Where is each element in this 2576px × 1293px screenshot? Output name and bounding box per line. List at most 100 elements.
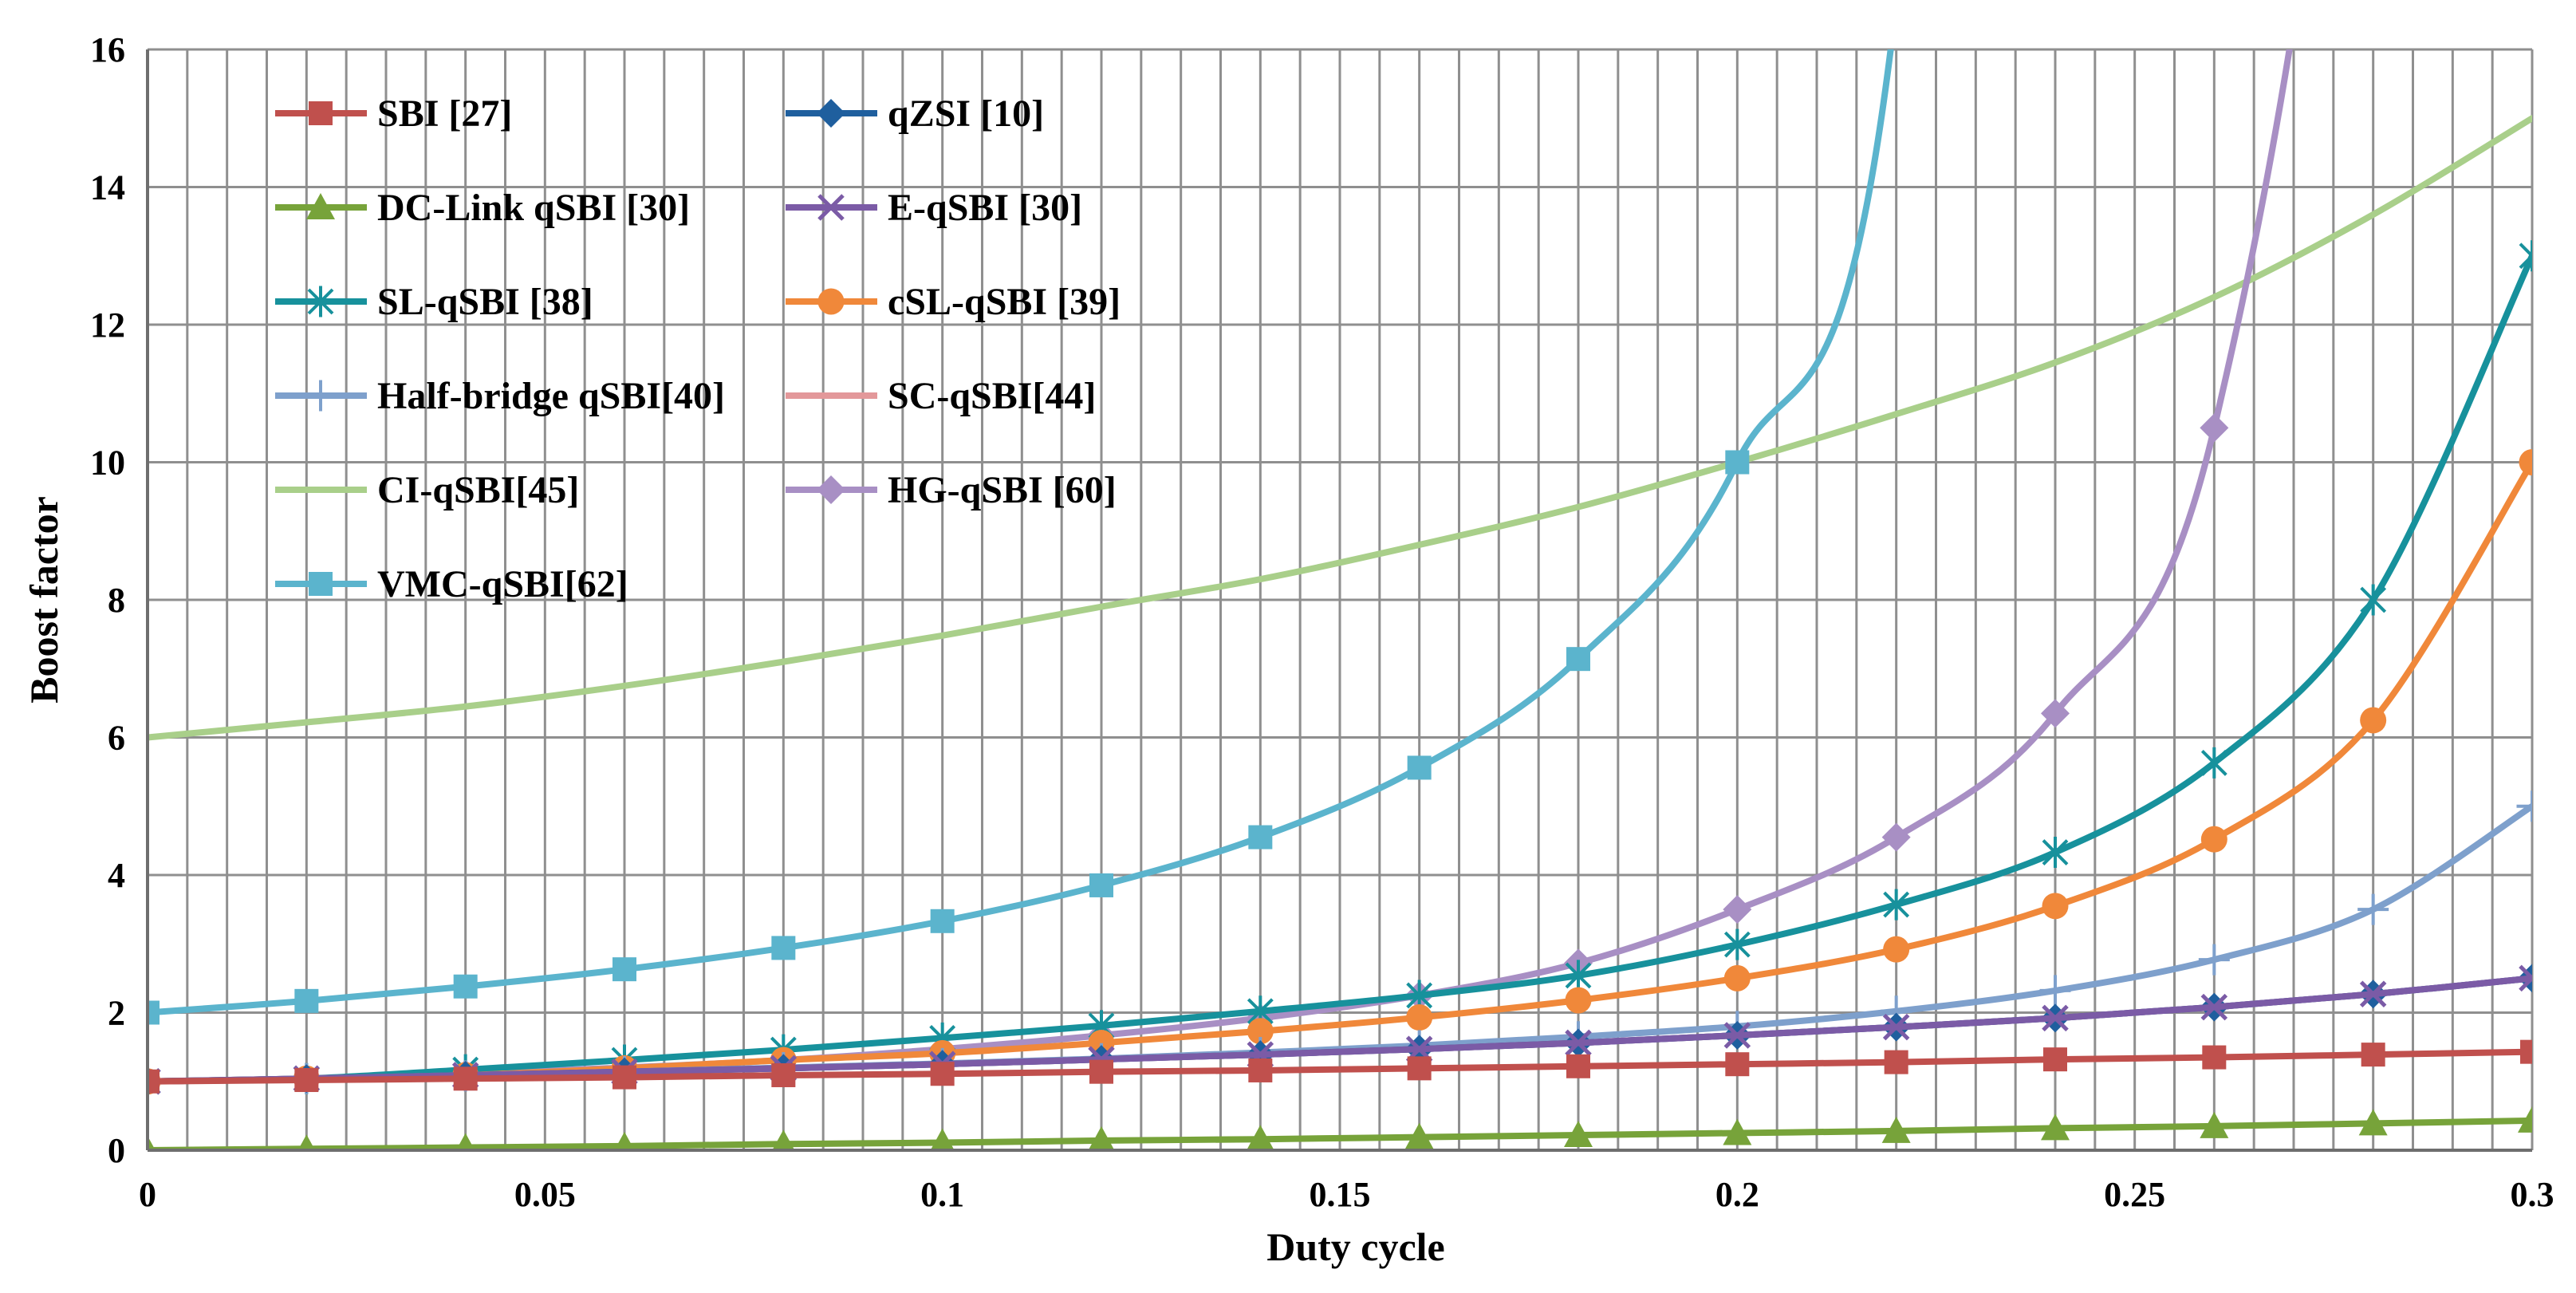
data-point xyxy=(1723,895,1752,924)
y-tick-label: 16 xyxy=(90,30,125,69)
data-point xyxy=(1723,1118,1752,1145)
data-point xyxy=(2042,1004,2069,1032)
series-ci-qsbi-45 xyxy=(148,115,2532,741)
legend-label: SBI [27] xyxy=(377,93,512,135)
y-axis-title: Boost factor xyxy=(22,496,66,704)
y-tick-label: 10 xyxy=(90,443,125,483)
x-tick-label: 0.25 xyxy=(2104,1175,2165,1214)
y-tick-label: 2 xyxy=(108,994,125,1033)
data-point xyxy=(2360,584,2387,616)
data-point xyxy=(771,1062,796,1087)
data-point xyxy=(2516,790,2532,822)
data-point xyxy=(2361,1043,2385,1067)
data-point xyxy=(1089,1059,1113,1084)
x-tick-label: 0 xyxy=(139,1175,156,1214)
data-point xyxy=(1565,987,1592,1014)
data-point xyxy=(1566,1054,1590,1078)
data-point xyxy=(1089,873,1113,897)
legend-label: DC-Link qSBI [30] xyxy=(377,187,690,229)
data-point xyxy=(1723,964,1751,991)
data-point xyxy=(612,1065,636,1090)
y-tick-label: 12 xyxy=(90,306,125,345)
data-point xyxy=(294,1068,319,1093)
series-line xyxy=(148,49,1894,1016)
data-point xyxy=(2519,449,2532,475)
x-tick-label: 0.2 xyxy=(1715,1175,1759,1214)
legend-label: Half-bridge qSBI[40] xyxy=(377,375,725,417)
legend-swatch-marker xyxy=(305,380,337,412)
data-point xyxy=(2042,837,2069,869)
y-tick-label: 14 xyxy=(90,168,125,207)
legend-entry-vmc-qsbi-62: VMC-qSBI[62] xyxy=(275,563,628,605)
legend-label: SL-qSBI [38] xyxy=(377,281,593,323)
data-point xyxy=(2518,1106,2532,1133)
data-point xyxy=(2200,826,2227,853)
legend-entry-qzsi-10: qZSI [10] xyxy=(786,93,1044,135)
legend-label: qZSI [10] xyxy=(888,93,1044,135)
legend-label: E-qSBI [30] xyxy=(888,187,1082,229)
legend-entry-ci-qsbi-45: CI-qSBI[45] xyxy=(275,469,579,511)
series-sbi-27 xyxy=(148,1039,2532,1094)
data-point xyxy=(1088,1029,1115,1056)
legend-label: HG-qSBI [60] xyxy=(888,469,1117,511)
data-point xyxy=(1881,822,1911,852)
data-point xyxy=(2041,1114,2070,1141)
series-line xyxy=(148,1117,2532,1150)
series-dc-link-qsbi-30 xyxy=(148,1106,2532,1150)
legend-entry-hg-qsbi-60: HG-qSBI [60] xyxy=(786,469,1117,511)
legend-label: cSL-qSBI [39] xyxy=(888,281,1121,323)
data-point xyxy=(2200,413,2229,443)
data-point xyxy=(453,974,478,999)
data-point xyxy=(612,957,636,982)
data-point xyxy=(1725,1052,1750,1077)
axes xyxy=(146,49,2532,1152)
data-point xyxy=(1248,1058,1273,1082)
data-point xyxy=(1882,1013,1910,1041)
data-point xyxy=(1247,1018,1274,1045)
data-point xyxy=(1723,928,1751,960)
data-point xyxy=(1404,1122,1434,1149)
y-tick-label: 8 xyxy=(108,581,125,620)
x-tick-label: 0.3 xyxy=(2511,1175,2554,1214)
data-point xyxy=(1246,1125,1274,1150)
legend-label: SC-qSBI[44] xyxy=(888,375,1096,417)
y-tick-label: 6 xyxy=(108,719,125,758)
data-point xyxy=(294,988,319,1013)
data-point xyxy=(2519,240,2532,272)
data-point xyxy=(2520,1039,2532,1064)
data-point xyxy=(1407,755,1432,780)
data-point xyxy=(1406,1004,1433,1031)
plot-series xyxy=(148,49,2532,1150)
legend-entry-half-bridge-qsbi-40: Half-bridge qSBI[40] xyxy=(275,375,725,417)
data-point xyxy=(297,1134,316,1150)
series-hg-qsbi-60 xyxy=(148,49,2293,1096)
data-point xyxy=(2041,699,2070,728)
data-point xyxy=(148,1000,160,1025)
data-point xyxy=(930,909,955,933)
legend-swatch-marker xyxy=(307,286,334,317)
data-point xyxy=(1407,1056,1432,1081)
x-tick-label: 0.1 xyxy=(920,1175,964,1214)
legend-swatch-marker xyxy=(309,101,333,125)
data-point xyxy=(1565,960,1592,991)
data-point xyxy=(1725,450,1750,475)
data-point xyxy=(1088,1125,1115,1150)
data-point xyxy=(2202,1045,2227,1070)
data-point xyxy=(2200,993,2228,1021)
y-tick-label: 0 xyxy=(108,1131,125,1170)
data-point xyxy=(1566,647,1590,672)
data-point xyxy=(1881,1116,1911,1143)
series-line xyxy=(148,975,2532,1085)
legend-swatch-marker xyxy=(817,99,845,128)
data-point xyxy=(772,1129,795,1150)
legend-swatch-marker xyxy=(817,288,845,315)
data-point xyxy=(2039,975,2071,1007)
series-line xyxy=(148,1048,2532,1085)
data-point xyxy=(2519,964,2532,992)
data-point xyxy=(2200,747,2227,779)
data-point xyxy=(2357,893,2389,925)
data-point xyxy=(2043,1047,2067,1072)
legend-swatch-marker xyxy=(306,193,335,219)
data-point xyxy=(2359,980,2387,1007)
data-point xyxy=(148,1069,160,1094)
